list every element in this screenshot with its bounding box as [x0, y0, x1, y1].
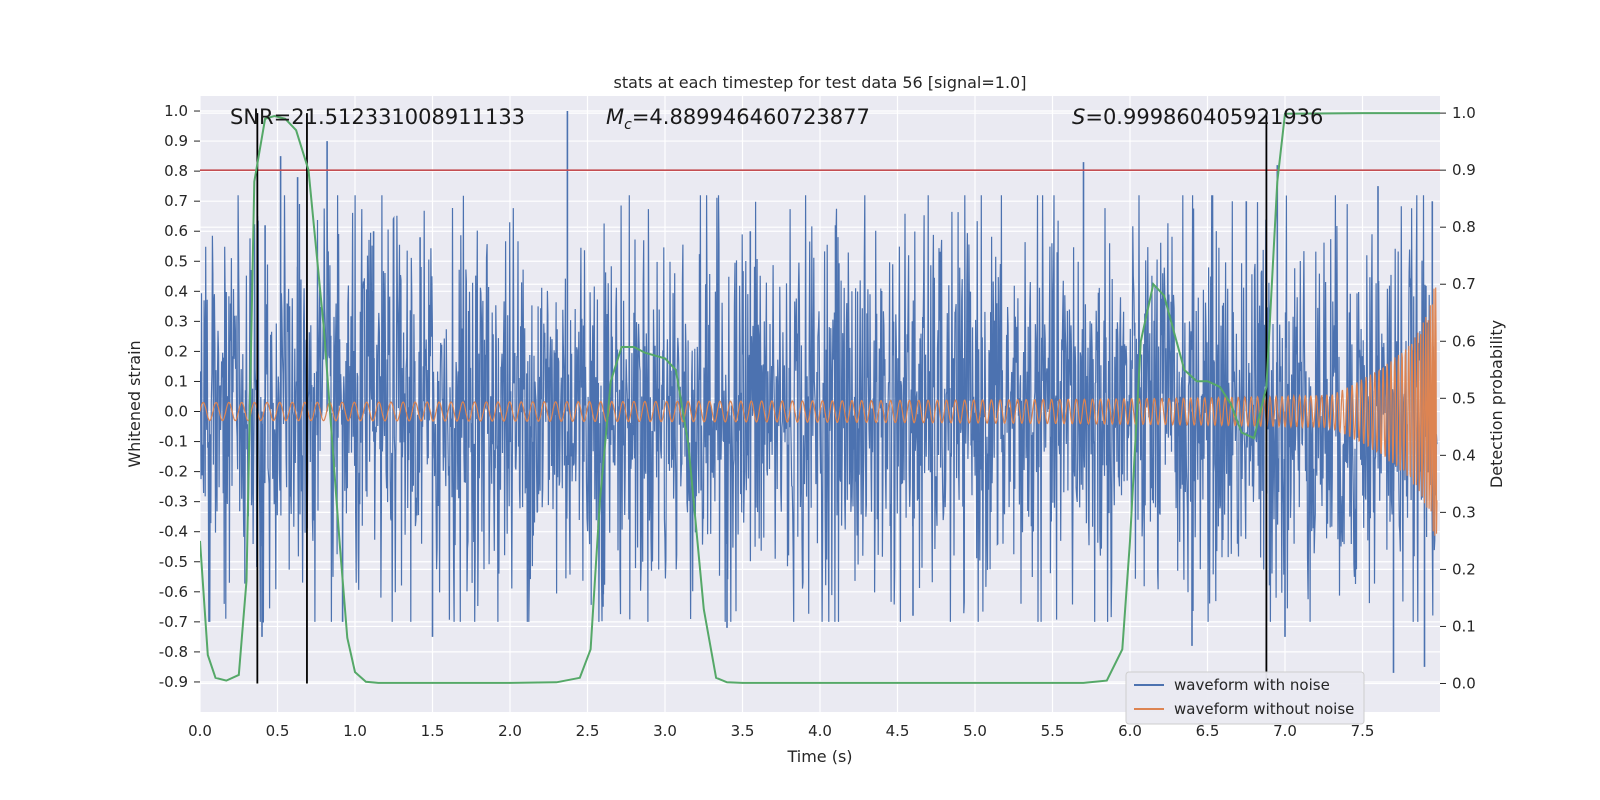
y-tick-label: -0.1	[159, 433, 188, 451]
y-tick-label: 0.1	[164, 372, 188, 390]
y-tick-label: 0.7	[164, 192, 188, 210]
y2-ticks: 1.0 0.9 0.8 0.7 0.6 0.5 0.4 0.3 0.2 0.1 0.0	[1440, 104, 1476, 692]
x-tick-label: 2.0	[498, 722, 522, 740]
annotation-snr: SNR=21.512331008911133	[230, 105, 525, 129]
y2-tick-label: 0.3	[1452, 503, 1476, 521]
chirp-mass-symbol: M	[606, 105, 624, 129]
chart-title: stats at each timestep for test data 56 …	[614, 73, 1027, 92]
y-tick-label: -0.6	[159, 583, 188, 601]
s-symbol: S	[1072, 105, 1085, 129]
x-tick-label: 3.5	[731, 722, 755, 740]
series-detection-probability	[200, 112, 1440, 684]
y2-tick-label: 0.9	[1452, 161, 1476, 179]
x-tick-label: 4.5	[886, 722, 910, 740]
x-tick-label: 6.0	[1118, 722, 1142, 740]
legend-box	[1125, 671, 1365, 725]
x-tick-label: 1.0	[343, 722, 367, 740]
x-ticks: 0.0 0.5 1.0 1.5 2.0 2.5 3.0 3.5 4.0 4.5 5.0 5.5 6.0 6…	[188, 722, 1374, 740]
x-tick-label: 5.0	[963, 722, 987, 740]
y-tick-label: 0.8	[164, 162, 188, 180]
y2-tick-label: 0.5	[1452, 389, 1476, 407]
y2-tick-label: 0.4	[1452, 446, 1476, 464]
y-tick-label: -0.4	[159, 523, 188, 541]
x-tick-label: 1.5	[421, 722, 445, 740]
y-tick-label: 1.0	[164, 102, 188, 120]
chirp-mass-value: =4.889946460723877	[632, 105, 870, 129]
legend: waveform with noise waveform without noi…	[1125, 671, 1365, 725]
y-tick-label: 0.5	[164, 252, 188, 270]
y-tick-label: 0.9	[164, 132, 188, 150]
y-tick-label: -0.7	[159, 613, 188, 631]
x-tick-label: 7.5	[1351, 722, 1375, 740]
legend-label-with-noise: waveform with noise	[1174, 676, 1330, 694]
y2-axis-label: Detection probability	[1487, 320, 1506, 488]
y-tick-label: 0.3	[164, 312, 188, 330]
y-tick-label: 0.6	[164, 222, 188, 240]
y2-tick-label: 0.1	[1452, 617, 1476, 635]
y-tick-label: 0.2	[164, 342, 188, 360]
y2-tick-label: 0.2	[1452, 560, 1476, 578]
x-tick-label: 2.5	[576, 722, 600, 740]
chirp-mass-subscript: c	[624, 117, 632, 133]
x-tick-label: 7.0	[1273, 722, 1297, 740]
y-tick-label: -0.9	[159, 673, 188, 691]
y2-tick-label: 0.8	[1452, 218, 1476, 236]
y-tick-label: -0.2	[159, 463, 188, 481]
y-tick-label: 0.4	[164, 282, 188, 300]
x-axis-label: Time (s)	[786, 747, 852, 766]
y2-tick-label: 1.0	[1452, 104, 1476, 122]
vertical-lines	[256, 113, 1268, 684]
x-tick-label: 6.5	[1196, 722, 1220, 740]
x-tick-label: 0.0	[188, 722, 212, 740]
x-tick-label: 0.5	[266, 722, 290, 740]
annotation-chirp-mass: Mc=4.889946460723877	[606, 105, 870, 133]
s-value: =0.999860405921936	[1085, 105, 1323, 129]
x-tick-label: 3.0	[653, 722, 677, 740]
y-tick-label: -0.8	[159, 643, 188, 661]
legend-label-without-noise: waveform without noise	[1174, 700, 1354, 718]
annotation-s: S=0.999860405921936	[1072, 105, 1323, 129]
series-waveform-with-noise	[200, 195, 1438, 623]
x-tick-label: 5.5	[1041, 722, 1065, 740]
y-axis-label: Whitened strain	[125, 340, 144, 467]
y2-tick-label: 0.6	[1452, 332, 1476, 350]
y-tick-label: 0.0	[164, 403, 188, 421]
y2-tick-label: 0.7	[1452, 275, 1476, 293]
x-tick-label: 4.0	[808, 722, 832, 740]
y2-tick-label: 0.0	[1452, 674, 1476, 692]
y-tick-label: -0.5	[159, 553, 188, 571]
y-tick-label: -0.3	[159, 493, 188, 511]
y-ticks: 1.0 0.9 0.8 0.7 0.6 0.5 0.4 0.3 0.2 0.1 0.0 -0.1 -0.…	[159, 102, 200, 691]
